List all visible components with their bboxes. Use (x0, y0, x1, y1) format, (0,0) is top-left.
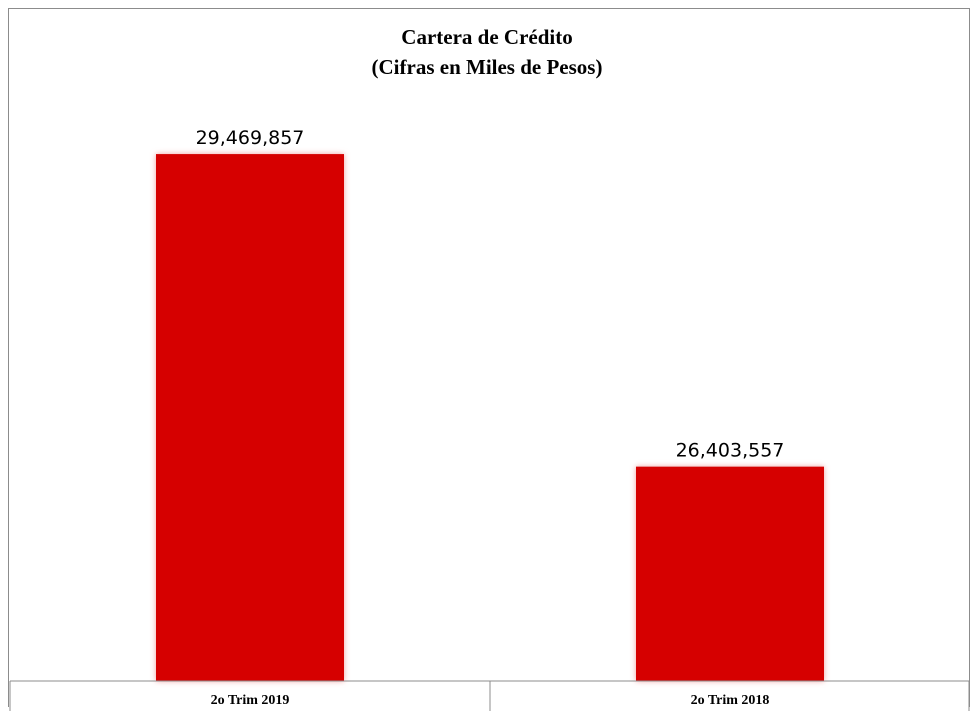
chart-title: Cartera de Crédito (401, 25, 572, 49)
data-label-2: 26,403,557 (676, 440, 785, 462)
chart-subtitle: (Cifras en Miles de Pesos) (372, 55, 603, 79)
data-label-1: 29,469,857 (196, 127, 305, 149)
category-label-1: 2o Trim 2019 (211, 693, 290, 708)
bars-layer (156, 154, 824, 682)
value-labels-layer: 29,469,857 26,403,557 (196, 127, 785, 462)
bar-1 (156, 154, 344, 682)
bar-2 (636, 466, 824, 681)
category-labels-layer: 2o Trim 2019 2o Trim 2018 (211, 693, 770, 708)
category-label-2: 2o Trim 2018 (691, 693, 770, 708)
